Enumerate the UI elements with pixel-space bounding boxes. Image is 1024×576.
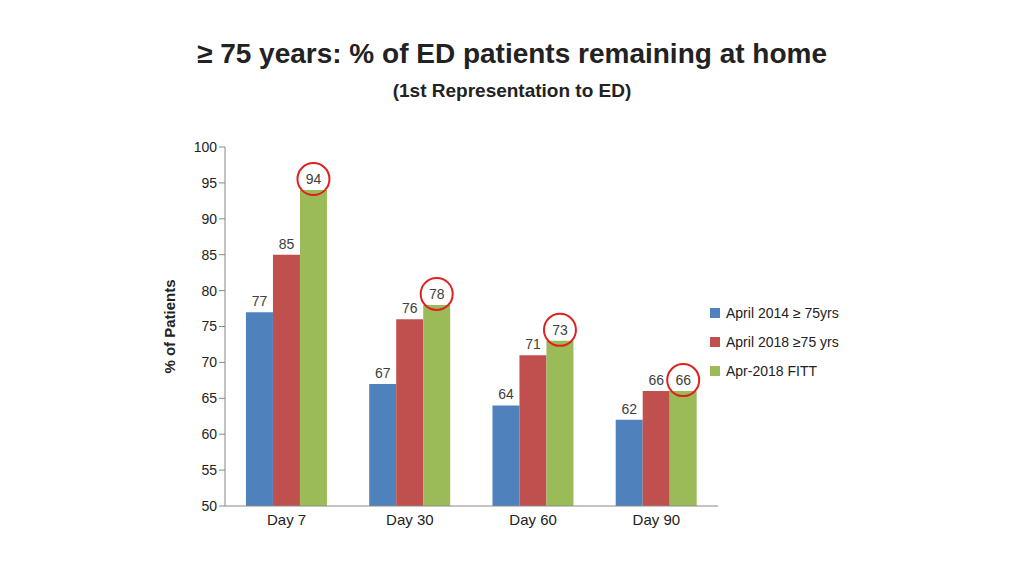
svg-text:60: 60: [201, 426, 217, 442]
svg-text:78: 78: [429, 286, 445, 302]
svg-text:67: 67: [375, 365, 391, 381]
svg-text:75: 75: [201, 318, 217, 334]
svg-text:94: 94: [306, 171, 322, 187]
svg-text:77: 77: [252, 293, 268, 309]
html-text:April 2014 ≥ 75yrs: April 2014 ≥ 75yrs: [726, 304, 839, 321]
svg-text:50: 50: [201, 498, 217, 514]
svg-text:65: 65: [201, 390, 217, 406]
svg-text:64: 64: [498, 386, 514, 402]
svg-text:90: 90: [201, 211, 217, 227]
svg-text:76: 76: [402, 300, 418, 316]
svg-text:% of Patients: % of Patients: [161, 279, 178, 373]
svg-text:66: 66: [648, 372, 664, 388]
svg-text:95: 95: [201, 175, 217, 191]
svg-text:70: 70: [201, 354, 217, 370]
svg-text:62: 62: [621, 401, 637, 417]
svg-text:Day 90: Day 90: [633, 511, 681, 528]
svg-text:Day 7: Day 7: [267, 511, 306, 528]
html-text:≥ 75 years: % of ED patients r: ≥ 75 years: % of ED patients remaining a…: [197, 38, 827, 69]
svg-text:80: 80: [201, 283, 217, 299]
svg-text:55: 55: [201, 462, 217, 478]
svg-text:Day 30: Day 30: [386, 511, 434, 528]
html-text:(1st Representation to ED): (1st Representation to ED): [392, 80, 632, 101]
html-text:April 2018 ≥75 yrs: April 2018 ≥75 yrs: [726, 333, 839, 350]
svg-text:85: 85: [201, 247, 217, 263]
svg-text:85: 85: [279, 236, 295, 252]
svg-text:100: 100: [194, 139, 218, 155]
svg-text:73: 73: [552, 322, 568, 338]
html-text:Apr-2018 FITT: Apr-2018 FITT: [726, 362, 817, 379]
svg-text:66: 66: [675, 372, 691, 388]
svg-text:Day 60: Day 60: [509, 511, 557, 528]
svg-text:71: 71: [525, 336, 541, 352]
